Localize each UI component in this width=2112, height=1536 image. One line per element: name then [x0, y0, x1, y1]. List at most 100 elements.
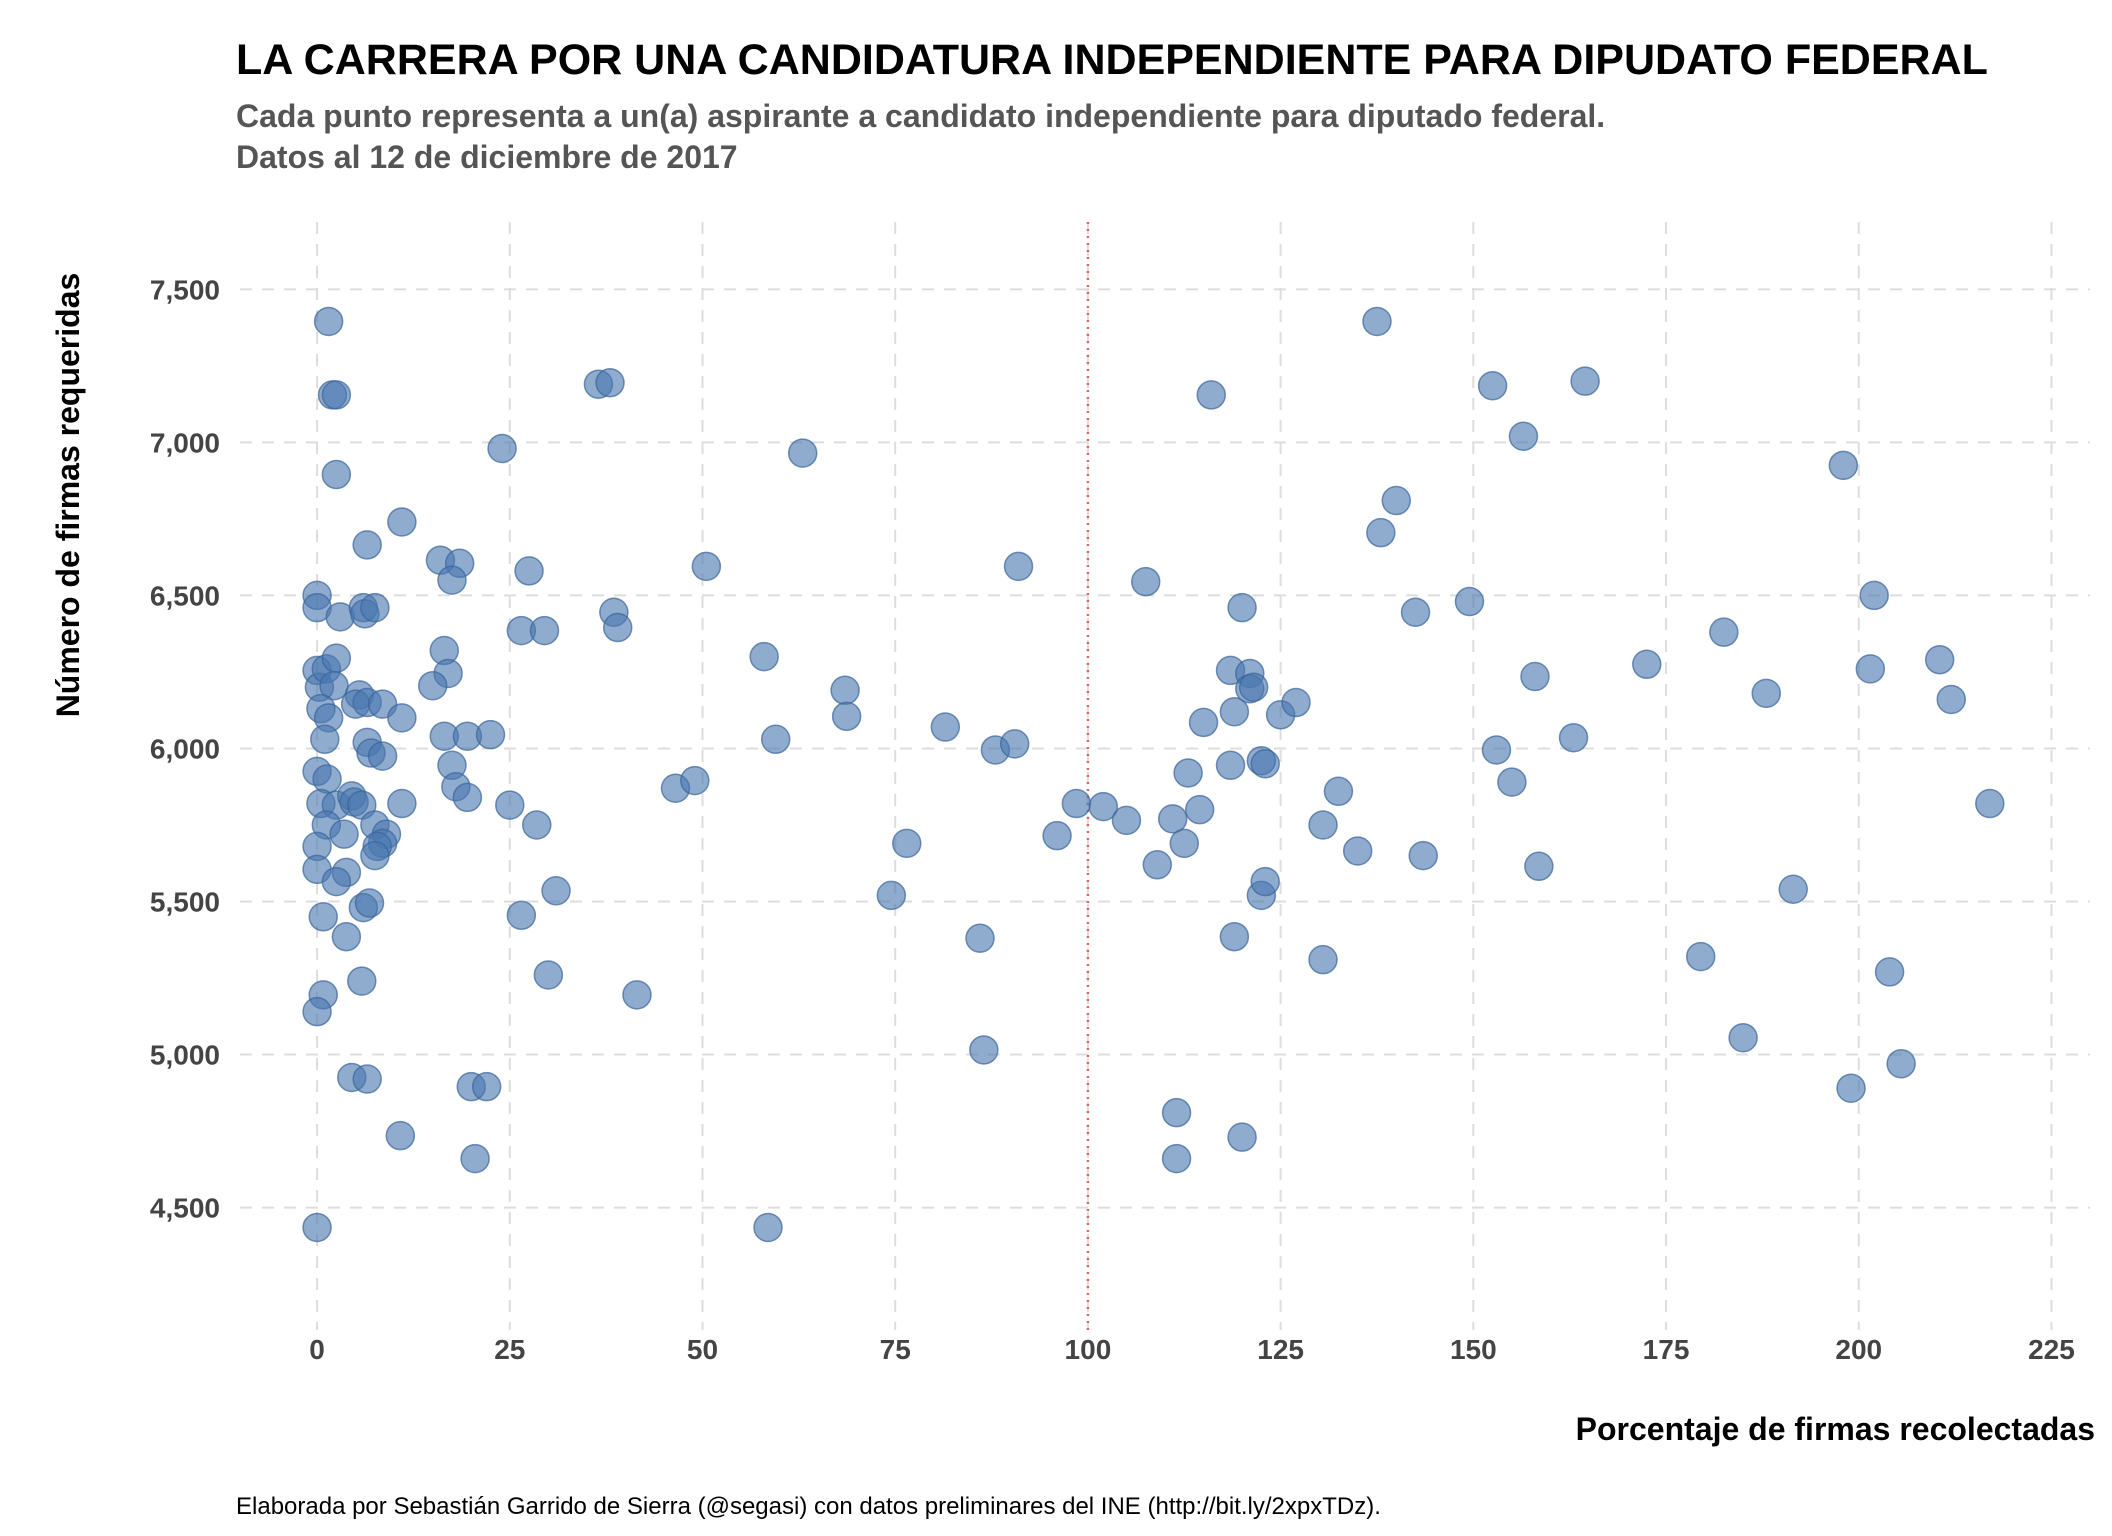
data-point: [1454, 586, 1485, 617]
data-point: [1728, 1022, 1758, 1053]
data-point: [321, 866, 352, 897]
y-tick-label: 6,500: [150, 580, 220, 611]
data-point: [930, 712, 961, 742]
data-point: [999, 729, 1030, 759]
data-point: [495, 790, 525, 820]
x-tick-label: 175: [1643, 1334, 1690, 1365]
data-point: [787, 438, 818, 468]
data-point: [1874, 957, 1905, 987]
data-point: [965, 923, 995, 953]
data-point: [352, 530, 382, 560]
x-tick-label: 100: [1065, 1334, 1112, 1365]
data-point: [522, 810, 552, 840]
data-point: [1130, 566, 1161, 597]
data-point: [1524, 851, 1554, 882]
data-point: [760, 724, 791, 755]
x-tick-label: 150: [1450, 1334, 1497, 1365]
x-tick-label: 0: [309, 1334, 325, 1365]
data-point: [329, 819, 359, 849]
data-point: [1685, 941, 1716, 972]
data-point: [437, 565, 467, 595]
data-point: [1778, 874, 1808, 904]
data-point: [691, 551, 722, 582]
data-point: [452, 782, 483, 813]
data-point: [1381, 485, 1411, 516]
x-tick-label: 75: [880, 1334, 911, 1365]
data-point: [1936, 684, 1966, 715]
data-point: [1308, 810, 1338, 840]
data-point: [367, 741, 398, 771]
data-point: [1520, 661, 1550, 692]
data-points: [302, 306, 2005, 1243]
data-point: [417, 670, 448, 701]
data-point: [302, 996, 332, 1027]
data-point: [321, 459, 352, 490]
data-point: [387, 788, 417, 819]
data-point: [541, 876, 571, 906]
chart-caption: Elaborada por Sebastián Garrido de Sierr…: [236, 1493, 1381, 1520]
data-point: [1281, 687, 1311, 718]
data-point: [360, 840, 390, 871]
data-point: [387, 507, 417, 537]
data-point: [1308, 944, 1338, 975]
data-point: [1188, 707, 1219, 738]
data-point: [1366, 517, 1396, 548]
data-point: [876, 880, 907, 911]
data-point: [352, 1064, 382, 1094]
data-point: [1219, 696, 1250, 727]
data-point: [385, 1120, 416, 1151]
data-point: [302, 1212, 332, 1243]
chart-title: LA CARRERA POR UNA CANDIDATURA INDEPENDI…: [236, 36, 1988, 84]
data-point: [680, 765, 710, 796]
y-tick-label: 7,000: [150, 427, 220, 458]
data-point: [460, 1143, 490, 1174]
data-point: [1975, 788, 2005, 819]
data-point: [354, 888, 385, 918]
data-point: [1215, 750, 1246, 781]
data-point: [1924, 644, 1955, 675]
x-tick-label: 50: [687, 1334, 718, 1365]
data-point: [321, 643, 352, 673]
data-point: [1088, 791, 1119, 822]
data-point: [1238, 672, 1269, 702]
data-point: [1250, 749, 1280, 779]
data-point: [830, 675, 860, 706]
data-point: [1042, 820, 1072, 851]
y-tick-label: 4,500: [150, 1193, 220, 1224]
data-point: [749, 641, 779, 672]
data-point: [1169, 828, 1200, 859]
data-point: [1408, 840, 1438, 871]
data-point: [529, 615, 560, 646]
x-axis-label: Porcentaje de firmas recolectadas: [1576, 1411, 2095, 1447]
data-point: [1362, 306, 1392, 337]
data-point: [1836, 1073, 1866, 1103]
data-point: [1323, 776, 1354, 807]
data-point: [1196, 380, 1226, 410]
data-point: [1859, 580, 1889, 611]
y-tick-label: 6,000: [150, 733, 220, 764]
data-point: [1508, 421, 1539, 452]
data-point: [387, 703, 417, 733]
data-point: [1227, 1122, 1257, 1152]
data-point: [1003, 551, 1034, 582]
data-point: [1570, 366, 1600, 396]
data-point: [1173, 758, 1203, 788]
data-point: [506, 900, 537, 931]
data-point: [360, 592, 390, 623]
data-point: [1227, 592, 1257, 623]
data-point: [1161, 1143, 1192, 1174]
chart-subtitle-line-1: Cada punto representa a un(a) aspirante …: [236, 98, 1605, 134]
data-point: [1558, 722, 1589, 753]
data-point: [514, 556, 544, 586]
data-point: [1142, 850, 1173, 880]
data-point: [1751, 678, 1781, 709]
y-tick-label: 5,000: [150, 1040, 220, 1071]
data-point: [1855, 654, 1886, 684]
y-tick-label: 7,500: [150, 274, 220, 305]
data-point: [308, 902, 338, 932]
y-axis-label: Número de firmas requeridas: [50, 273, 86, 718]
data-point: [1828, 450, 1859, 481]
x-tick-label: 125: [1257, 1334, 1304, 1365]
data-point: [1161, 1097, 1192, 1128]
